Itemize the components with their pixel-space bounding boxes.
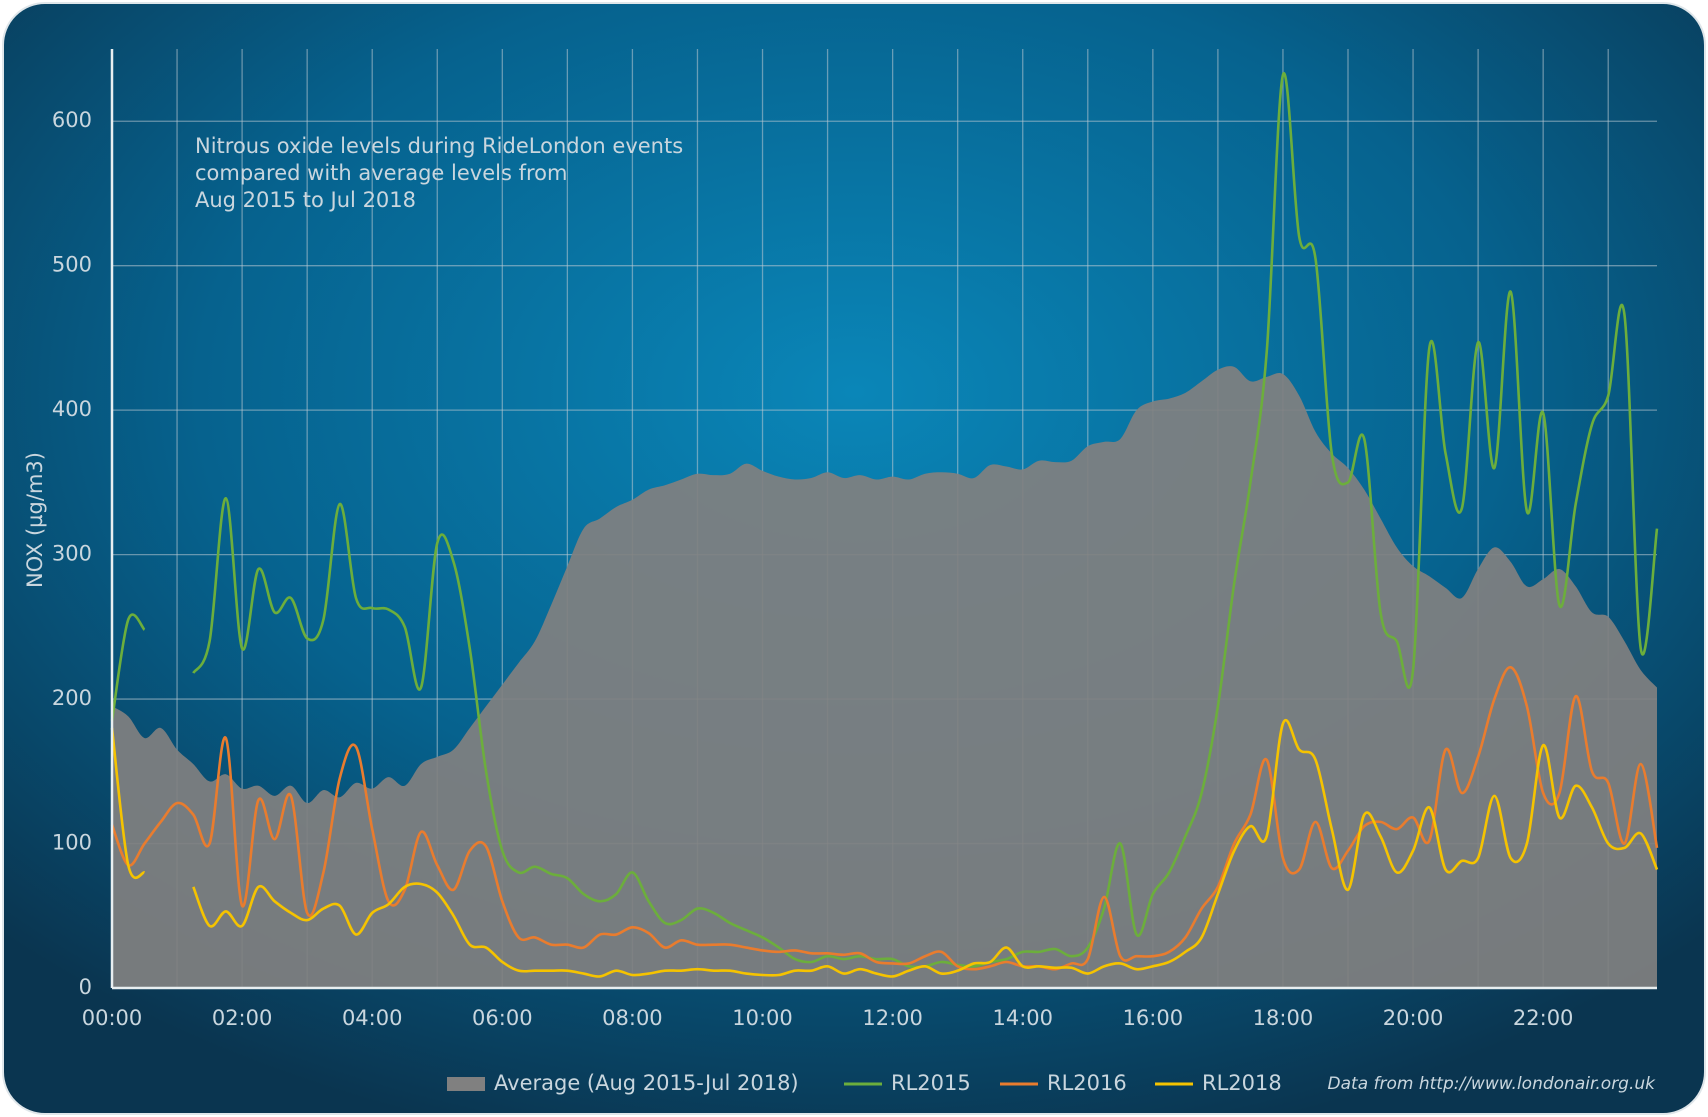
y-tick-label: 500 xyxy=(52,253,92,277)
y-tick-label: 100 xyxy=(52,831,92,855)
y-tick-label: 600 xyxy=(52,108,92,132)
annotation: compared with average levels from xyxy=(195,161,567,185)
line xyxy=(110,727,146,880)
legend-swatch xyxy=(447,1077,485,1091)
y-tick-label: 0 xyxy=(79,975,92,999)
x-tick-label: 12:00 xyxy=(862,1006,923,1030)
legend-label: RL2018 xyxy=(1202,1071,1282,1095)
x-tick-label: 02:00 xyxy=(212,1006,273,1030)
x-tick-label: 10:00 xyxy=(732,1006,793,1030)
x-tick-label: 06:00 xyxy=(472,1006,533,1030)
x-tick-label: 20:00 xyxy=(1383,1006,1444,1030)
x-tick-label: 18:00 xyxy=(1253,1006,1314,1030)
plot-area xyxy=(110,49,1659,990)
x-tick-label: 08:00 xyxy=(602,1006,663,1030)
y-axis-label: NOX (µg/m3) xyxy=(23,452,47,588)
x-tick-label: 16:00 xyxy=(1123,1006,1184,1030)
x-tick-label: 22:00 xyxy=(1513,1006,1574,1030)
line xyxy=(192,72,1659,969)
annotation: Nitrous oxide levels during RideLondon e… xyxy=(195,134,683,158)
y-tick-label: 300 xyxy=(52,542,92,566)
x-tick-label: 04:00 xyxy=(342,1006,403,1030)
legend-label: Average (Aug 2015-Jul 2018) xyxy=(494,1071,799,1095)
legend-label: RL2016 xyxy=(1047,1071,1127,1095)
legend-label: RL2015 xyxy=(891,1071,971,1095)
source: Data from http://www.londonair.org.uk xyxy=(1328,1074,1657,1094)
x-tick-label: 14:00 xyxy=(992,1006,1053,1030)
line xyxy=(110,613,146,721)
x-tick-label: 00:00 xyxy=(82,1006,143,1030)
line xyxy=(192,719,1659,978)
annotation: Aug 2015 to Jul 2018 xyxy=(195,188,416,212)
line xyxy=(110,665,1659,971)
y-tick-label: 200 xyxy=(52,686,92,710)
y-tick-label: 400 xyxy=(52,397,92,421)
